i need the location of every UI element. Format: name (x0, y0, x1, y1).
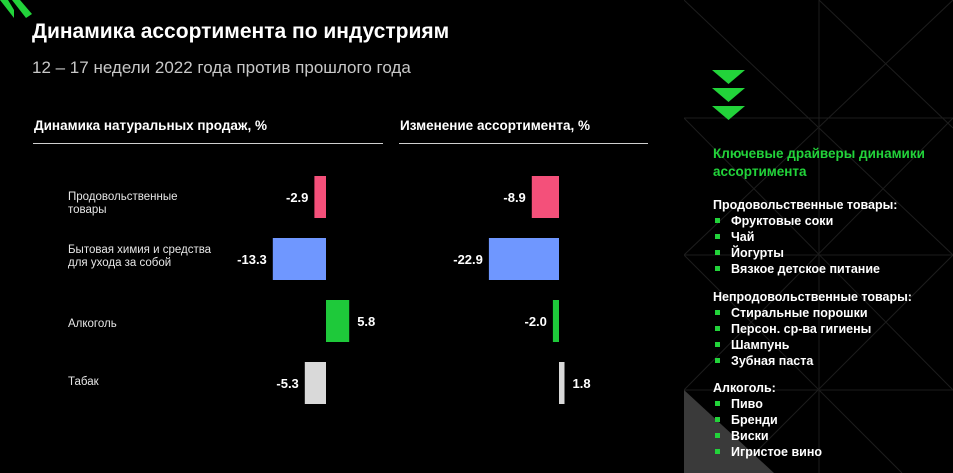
data-label-sales-4: -5.3 (276, 376, 298, 391)
drivers-item: Фруктовые соки (713, 213, 897, 229)
bar-sales-1 (314, 176, 326, 218)
drivers-group-alcohol: Алкоголь: Пиво Бренди Виски Игристое вин… (713, 380, 822, 460)
bar-sales-4 (304, 362, 326, 404)
page-title: Динамика ассортимента по индустриям (32, 20, 450, 43)
chart-assortment-title: Изменение ассортимента, % (400, 118, 590, 133)
bar-sales-3 (326, 300, 350, 342)
drivers-item: Стиральные порошки (713, 305, 912, 321)
bar-assortment-4 (559, 362, 565, 404)
chart-assortment-divider (399, 143, 648, 144)
drivers-group-title: Непродовольственные товары: (713, 290, 912, 304)
data-label-sales-3: 5.8 (357, 314, 375, 329)
drivers-title: Ключевые драйверы динамики ассортимента (713, 146, 925, 179)
bar-assortment-1 (531, 176, 559, 218)
drivers-item: Игристое вино (713, 444, 822, 460)
drivers-item: Виски (713, 428, 822, 444)
chart-sales-divider (33, 143, 383, 144)
brand-logo-icon (0, 0, 32, 18)
data-label-assortment-3: -2.0 (524, 314, 546, 329)
bar-assortment-2 (488, 238, 559, 280)
chart-sales-title: Динамика натуральных продаж, % (34, 118, 268, 133)
bar-sales-2 (272, 238, 326, 280)
data-label-assortment-1: -8.9 (503, 190, 525, 205)
drivers-item: Персон. ср-ва гигиены (713, 321, 912, 337)
drivers-item: Шампунь (713, 337, 912, 353)
data-label-assortment-4: 1.8 (573, 376, 591, 391)
category-label-household: Бытовая химия и средства для ухода за со… (68, 244, 212, 269)
drivers-item: Йогурты (713, 245, 897, 261)
drivers-panel-background (684, 0, 953, 473)
data-label-assortment-2: -22.9 (453, 252, 483, 267)
drivers-item: Бренди (713, 412, 822, 428)
category-label-food: Продовольственные товары (68, 191, 178, 216)
data-label-sales-1: -2.9 (286, 190, 308, 205)
drivers-item: Чай (713, 229, 897, 245)
category-label-alcohol: Алкоголь (68, 318, 117, 330)
data-label-sales-2: -13.3 (237, 252, 267, 267)
drivers-group-title: Продовольственные товары: (713, 198, 898, 212)
page-subtitle: 12 – 17 недели 2022 года против прошлого… (32, 58, 411, 77)
drivers-group-nonfood: Непродовольственные товары: Стиральные п… (713, 289, 912, 369)
drivers-group-title: Алкоголь: (713, 381, 776, 395)
bar-assortment-3 (552, 300, 559, 342)
category-label-tobacco: Табак (68, 376, 99, 388)
drivers-item: Вязкое детское питание (713, 261, 897, 277)
drivers-group-food: Продовольственные товары: Фруктовые соки… (713, 197, 897, 277)
drivers-item: Пиво (713, 396, 822, 412)
drivers-item: Зубная паста (713, 353, 912, 369)
